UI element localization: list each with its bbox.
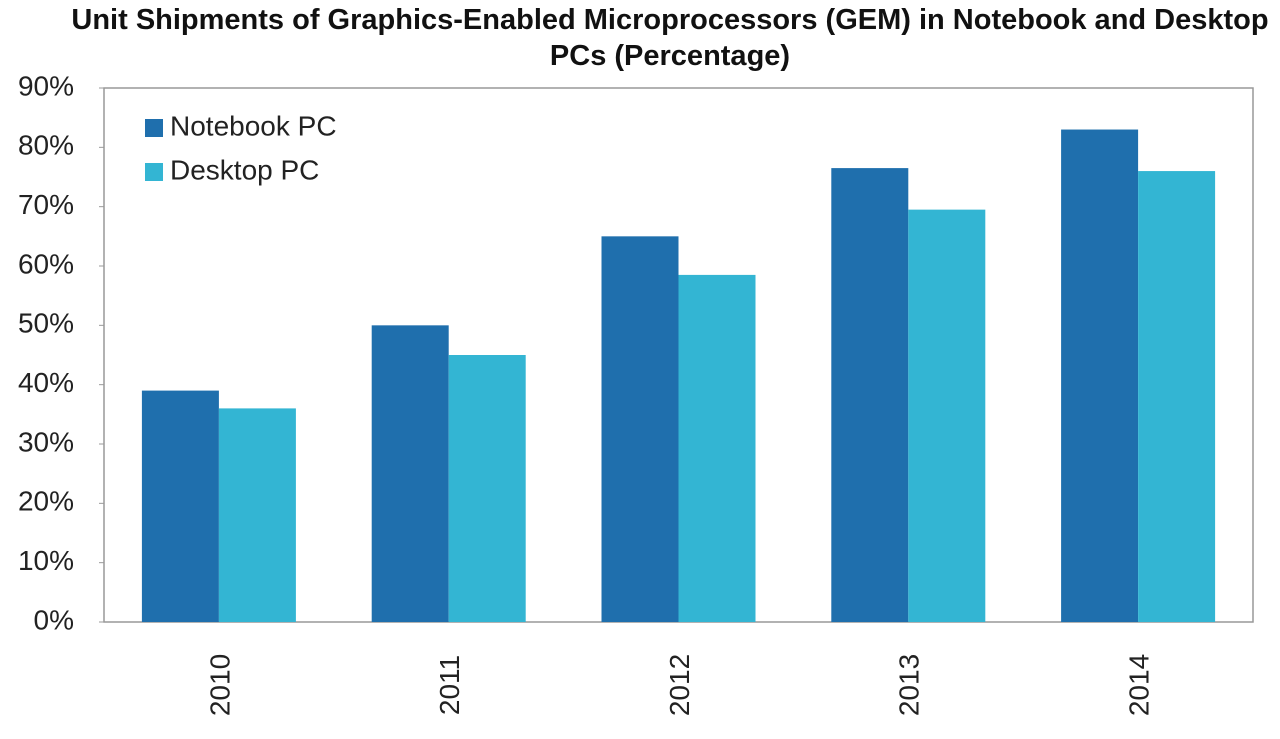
bar [141, 390, 219, 622]
bar [678, 274, 756, 622]
bar [1061, 129, 1139, 623]
bar [1138, 171, 1216, 623]
y-tick-label: 90% [18, 70, 74, 101]
legend-swatch [145, 163, 163, 181]
bar [218, 408, 296, 622]
y-tick-label: 60% [18, 248, 74, 279]
y-tick-label: 80% [18, 130, 74, 161]
x-tick-label: 2010 [204, 654, 235, 716]
y-tick-label: 0% [34, 604, 74, 635]
x-tick-label: 2011 [434, 655, 465, 715]
bar [908, 209, 986, 622]
bar [831, 168, 909, 622]
legend-label: Desktop PC [170, 154, 319, 185]
y-tick-label: 70% [18, 189, 74, 220]
x-tick-label: 2014 [1123, 654, 1154, 716]
x-tick-label: 2013 [894, 654, 925, 716]
y-tick-label: 40% [18, 367, 74, 398]
legend-label: Notebook PC [170, 110, 337, 141]
bar [371, 325, 449, 622]
x-tick-label: 2012 [664, 654, 695, 716]
y-tick-label: 20% [18, 486, 74, 517]
y-tick-label: 30% [18, 426, 74, 457]
y-tick-label: 50% [18, 308, 74, 339]
chart-title: Unit Shipments of Graphics-Enabled Micro… [71, 4, 1269, 72]
bar [448, 355, 526, 622]
bar [601, 236, 679, 623]
legend-swatch [145, 119, 163, 137]
y-tick-label: 10% [18, 545, 74, 576]
